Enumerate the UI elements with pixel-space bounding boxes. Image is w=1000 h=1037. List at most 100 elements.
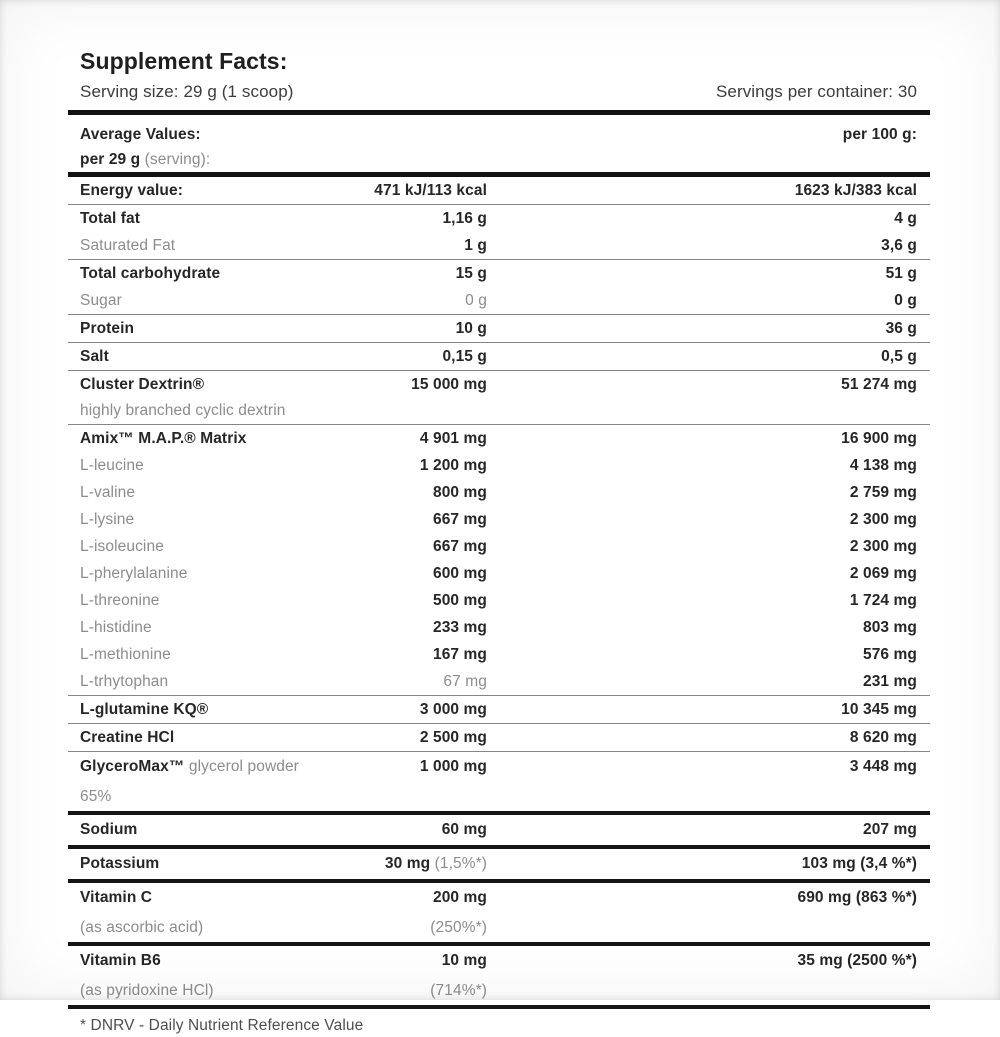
nutrient-label-main: L-histidine [80, 618, 152, 636]
table-row: Sugar 0 g 0 g [68, 287, 930, 315]
nutrient-label: L-lysine [80, 511, 335, 529]
nutrient-label-main: L-pherylalanine [80, 564, 188, 582]
nutrient-label: L-trhytophan [80, 673, 335, 691]
per-serving-rest-part: (serving): [140, 151, 211, 168]
table-row: Creatine HCl 2 500 mg 8 620 mg [68, 724, 930, 752]
nutrient-label-main: Sugar [80, 291, 122, 309]
nutrient-label-main: L-methionine [80, 645, 171, 663]
table-sub-row: (as pyridoxine HCl) (714%*) [68, 976, 930, 1009]
nutrient-label-main: Energy value: [80, 181, 183, 199]
nutrient-label: Protein [80, 320, 335, 338]
nutrient-label: Vitamin B6 [80, 952, 335, 970]
per-serving-value: 200 mg [335, 889, 487, 907]
per-serving-value: 4 901 mg [335, 430, 487, 448]
servings-per-container-text: Servings per container: 30 [715, 82, 917, 101]
nutrient-sub-label: 65% [80, 787, 112, 805]
per-serving-value-main: 1 000 mg [419, 758, 487, 775]
per-100g-value: 16 900 mg [841, 429, 917, 447]
table-row: Saturated Fat 1 g 3,6 g [68, 232, 930, 260]
per-100g-value: 690 mg (863 %*) [797, 889, 917, 906]
per-serving-value: 15 g [335, 265, 487, 283]
table-row: Sodium 60 mg 207 mg [68, 815, 930, 849]
table-sub-row: highly branched cyclic dextrin [68, 398, 930, 425]
nutrient-label-main: Vitamin B6 [80, 952, 161, 969]
table-row: Total carbohydrate 15 g 51 g [68, 260, 930, 287]
per-serving-value: 1,16 g [335, 210, 487, 228]
nutrient-label: Vitamin C [80, 889, 335, 907]
average-values-row: Average Values: per 100 g: [80, 122, 917, 147]
per-100g-value: 51 g [885, 264, 917, 282]
per-100g-value: 2 069 mg [849, 564, 917, 582]
column-header-block: Average Values: per 100 g: per 29 g (ser… [68, 115, 930, 172]
nutrient-label-main: L-valine [80, 483, 136, 501]
per-serving-value: 233 mg [335, 619, 487, 637]
per-serving-value: 10 mg [335, 952, 487, 970]
page-title: Supplement Facts: [80, 48, 288, 74]
per-serving-value-main: 167 mg [432, 645, 487, 663]
per-serving-value-main: 67 mg [443, 672, 487, 690]
nutrient-label-main: Total carbohydrate [80, 264, 221, 282]
per-serving-sub-value: (250%*) [430, 918, 487, 936]
nutrient-label: GlyceroMax™ glycerol powder [80, 758, 335, 776]
nutrient-label-main: Protein [80, 319, 135, 337]
per-serving-value-main: 30 mg [384, 855, 431, 872]
per-serving-value: 67 mg [335, 673, 487, 691]
nutrient-label-main: Potassium [80, 855, 160, 872]
per-serving-value: 60 mg [335, 821, 487, 839]
nutrient-label: L-glutamine KQ® [80, 701, 335, 719]
per-serving-value-main: 667 mg [432, 510, 487, 528]
nutrient-label: L-leucine [80, 457, 335, 475]
nutrient-label: Sugar [80, 292, 335, 310]
table-row: L-methionine 167 mg 576 mg [68, 641, 930, 668]
per-100g-value: 207 mg [862, 821, 917, 838]
per-serving-value-main: 3 000 mg [419, 700, 487, 718]
per-serving-value-main: 667 mg [432, 537, 487, 555]
per-serving-value-main: 0,15 g [442, 347, 487, 365]
nutrient-label-main: L-isoleucine [80, 537, 164, 555]
nutrient-label-main: L-glutamine KQ® [80, 700, 209, 718]
nutrient-label: L-histidine [80, 619, 335, 637]
per-serving-value-main: 1 g [464, 236, 487, 254]
per-100g-value: 8 620 mg [849, 728, 917, 746]
per-serving-value: 667 mg [335, 511, 487, 529]
nutrient-label-main: Creatine HCl [80, 728, 175, 746]
per-100g-value: 2 300 mg [849, 537, 917, 555]
per-serving-column-header: per 29 g (serving): [80, 147, 917, 172]
table-row: L-trhytophan 67 mg 231 mg [68, 668, 930, 696]
per-serving-value: 2 500 mg [335, 729, 487, 747]
table-row: Amix™ M.A.P.® Matrix 4 901 mg 16 900 mg [68, 425, 930, 452]
per-serving-value-main: 600 mg [432, 564, 487, 582]
nutrient-label-main: Total fat [80, 209, 141, 227]
per-100g-value: 231 mg [862, 672, 917, 690]
per-100g-value: 576 mg [862, 645, 917, 663]
table-row: L-isoleucine 667 mg 2 300 mg [68, 533, 930, 560]
per-serving-value-main: 15 g [455, 264, 487, 282]
per-serving-value: 500 mg [335, 592, 487, 610]
per-serving-value: 600 mg [335, 565, 487, 583]
per-100g-value: 2 300 mg [849, 510, 917, 528]
per-100g-value: 10 345 mg [841, 700, 917, 718]
per-100g-value: 803 mg [862, 618, 917, 636]
per-serving-value-main: 4 901 mg [419, 429, 487, 447]
per-serving-value-main: 0 g [465, 291, 487, 309]
per-serving-bold-part: per 29 g [80, 151, 141, 168]
per-100g-value: 0 g [894, 291, 917, 309]
per-100g-value: 0,5 g [881, 347, 917, 365]
thick-divider-header-bottom [68, 172, 930, 177]
nutrient-label-main: Vitamin C [80, 889, 153, 906]
per-serving-value: 0 g [335, 292, 487, 310]
per-100g-value: 103 mg (3,4 %*) [801, 855, 917, 872]
nutrient-label-main: GlyceroMax™ [80, 758, 185, 775]
footnote: * DNRV - Daily Nutrient Reference Value [80, 1017, 364, 1034]
thick-divider-top [68, 110, 930, 115]
per-serving-value-main: 800 mg [432, 483, 487, 501]
nutrient-label: L-isoleucine [80, 538, 335, 556]
per-100g-value: 4 g [894, 209, 917, 227]
per-serving-value-main: 471 kJ/113 kcal [374, 181, 487, 199]
table-row: Potassium 30 mg (1,5%*) 103 mg (3,4 %*) [68, 849, 930, 883]
nutrient-label: Potassium [80, 855, 335, 873]
nutrient-sub-label: highly branched cyclic dextrin [80, 402, 286, 419]
per-100g-value: 35 mg (2500 %*) [797, 952, 917, 969]
table-row: Vitamin C 200 mg 690 mg (863 %*) [68, 883, 930, 913]
table-row: Vitamin B6 10 mg 35 mg (2500 %*) [68, 946, 930, 976]
